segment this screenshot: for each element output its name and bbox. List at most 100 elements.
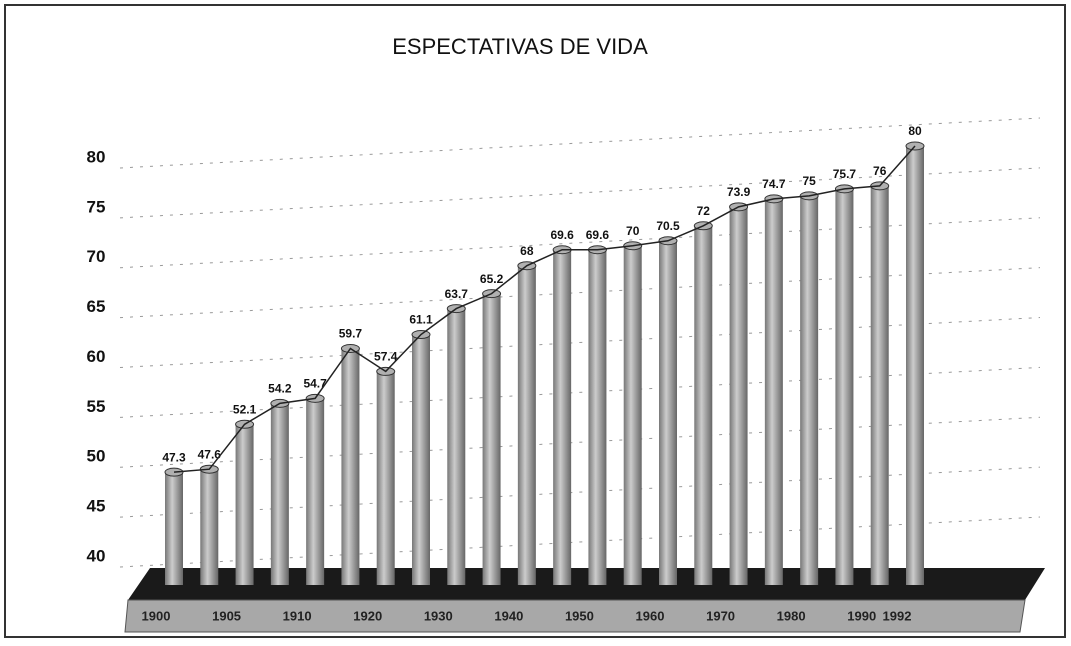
value-label: 54.2 <box>268 382 292 396</box>
bar-body <box>588 249 607 586</box>
bar <box>834 184 854 585</box>
x-tick-label: 1900 <box>142 608 171 623</box>
x-tick-label: 1940 <box>494 608 523 623</box>
bar-body <box>729 206 748 585</box>
bar-body <box>623 245 642 585</box>
bar <box>693 221 713 586</box>
x-tick-label: 1905 <box>212 608 241 623</box>
grid-line <box>119 267 1041 319</box>
value-label: 57.4 <box>374 350 398 364</box>
bar <box>764 194 784 585</box>
bar-body <box>553 249 572 586</box>
x-tick-label: 1992 <box>883 608 912 623</box>
bar-body <box>694 225 713 586</box>
grid-line <box>119 416 1041 468</box>
value-label: 75.7 <box>833 167 857 181</box>
bar-body <box>412 334 430 585</box>
bar <box>799 191 819 585</box>
x-tick-label: 1930 <box>424 608 453 623</box>
x-tick-label: 1990 <box>847 608 876 623</box>
value-label: 70.5 <box>656 219 680 233</box>
y-tick-label: 80 <box>87 147 106 166</box>
grid-line <box>119 167 1041 219</box>
y-tick-label: 40 <box>87 546 106 565</box>
bar <box>905 141 925 585</box>
bar <box>305 393 325 585</box>
value-label: 47.6 <box>198 447 222 461</box>
bar-body <box>835 188 854 585</box>
bar <box>587 245 607 586</box>
grid-line <box>119 117 1041 169</box>
bar <box>482 289 502 585</box>
x-tick-label: 1960 <box>636 608 665 623</box>
value-label: 75 <box>802 174 816 188</box>
y-tick-label: 45 <box>87 497 106 516</box>
bar <box>270 398 290 585</box>
value-label: 59.7 <box>339 327 363 341</box>
bar-body <box>376 371 395 585</box>
value-label: 72 <box>697 204 711 218</box>
bar-body <box>482 293 501 585</box>
x-tick-label: 1920 <box>353 608 382 623</box>
trend-line <box>173 145 916 473</box>
y-tick-label: 75 <box>87 197 106 216</box>
bar-body <box>800 195 819 585</box>
y-tick-label: 70 <box>87 247 106 266</box>
bar-body <box>906 146 924 585</box>
bar <box>658 236 678 585</box>
bar-body <box>870 185 889 585</box>
value-label: 73.9 <box>727 185 751 199</box>
value-label: 47.3 <box>162 450 186 464</box>
value-label: 61.1 <box>409 313 433 327</box>
bar-body <box>659 240 677 585</box>
bar <box>552 245 572 586</box>
bar-body <box>447 308 466 585</box>
value-label: 80 <box>908 124 922 138</box>
bar <box>623 241 643 585</box>
y-tick-label: 65 <box>87 297 106 316</box>
grid-line <box>119 466 1041 518</box>
value-label: 52.1 <box>233 402 257 416</box>
bar-body <box>341 348 360 585</box>
bar <box>729 202 749 585</box>
value-label: 54.7 <box>303 377 327 391</box>
value-label: 74.7 <box>762 177 786 191</box>
bar <box>235 419 255 585</box>
x-tick-label: 1950 <box>565 608 594 623</box>
bar <box>199 464 219 585</box>
x-tick-label: 1970 <box>706 608 735 623</box>
y-tick-label: 55 <box>87 397 106 416</box>
bar-body <box>306 398 325 585</box>
bar <box>164 467 184 585</box>
bar <box>340 343 360 585</box>
bar-body <box>200 469 219 585</box>
grid-line <box>119 217 1041 269</box>
y-tick-label: 50 <box>87 447 106 466</box>
value-label: 68 <box>520 244 534 258</box>
grid-line <box>119 366 1041 418</box>
bar <box>870 181 890 585</box>
bar-body <box>764 198 783 585</box>
label-strip <box>124 599 1026 633</box>
bar <box>376 366 396 585</box>
bar <box>446 304 466 585</box>
chart-title: ESPECTATIVAS DE VIDA <box>392 34 648 59</box>
grid-line <box>119 516 1041 568</box>
grid-line <box>119 317 1041 368</box>
value-label: 63.7 <box>445 287 469 301</box>
x-tick-label: 1910 <box>283 608 312 623</box>
y-tick-label: 60 <box>87 347 106 366</box>
value-label: 65.2 <box>480 272 504 286</box>
value-label: 70 <box>626 224 640 238</box>
value-label: 69.6 <box>586 228 610 242</box>
bar-body <box>235 424 254 585</box>
value-label: 69.6 <box>550 228 574 242</box>
bar <box>411 330 431 585</box>
bar-body <box>517 265 536 585</box>
bar <box>517 261 537 585</box>
bar-body <box>165 472 183 585</box>
bar-body <box>270 403 289 585</box>
value-label: 76 <box>873 164 887 178</box>
x-tick-label: 1980 <box>777 608 806 623</box>
